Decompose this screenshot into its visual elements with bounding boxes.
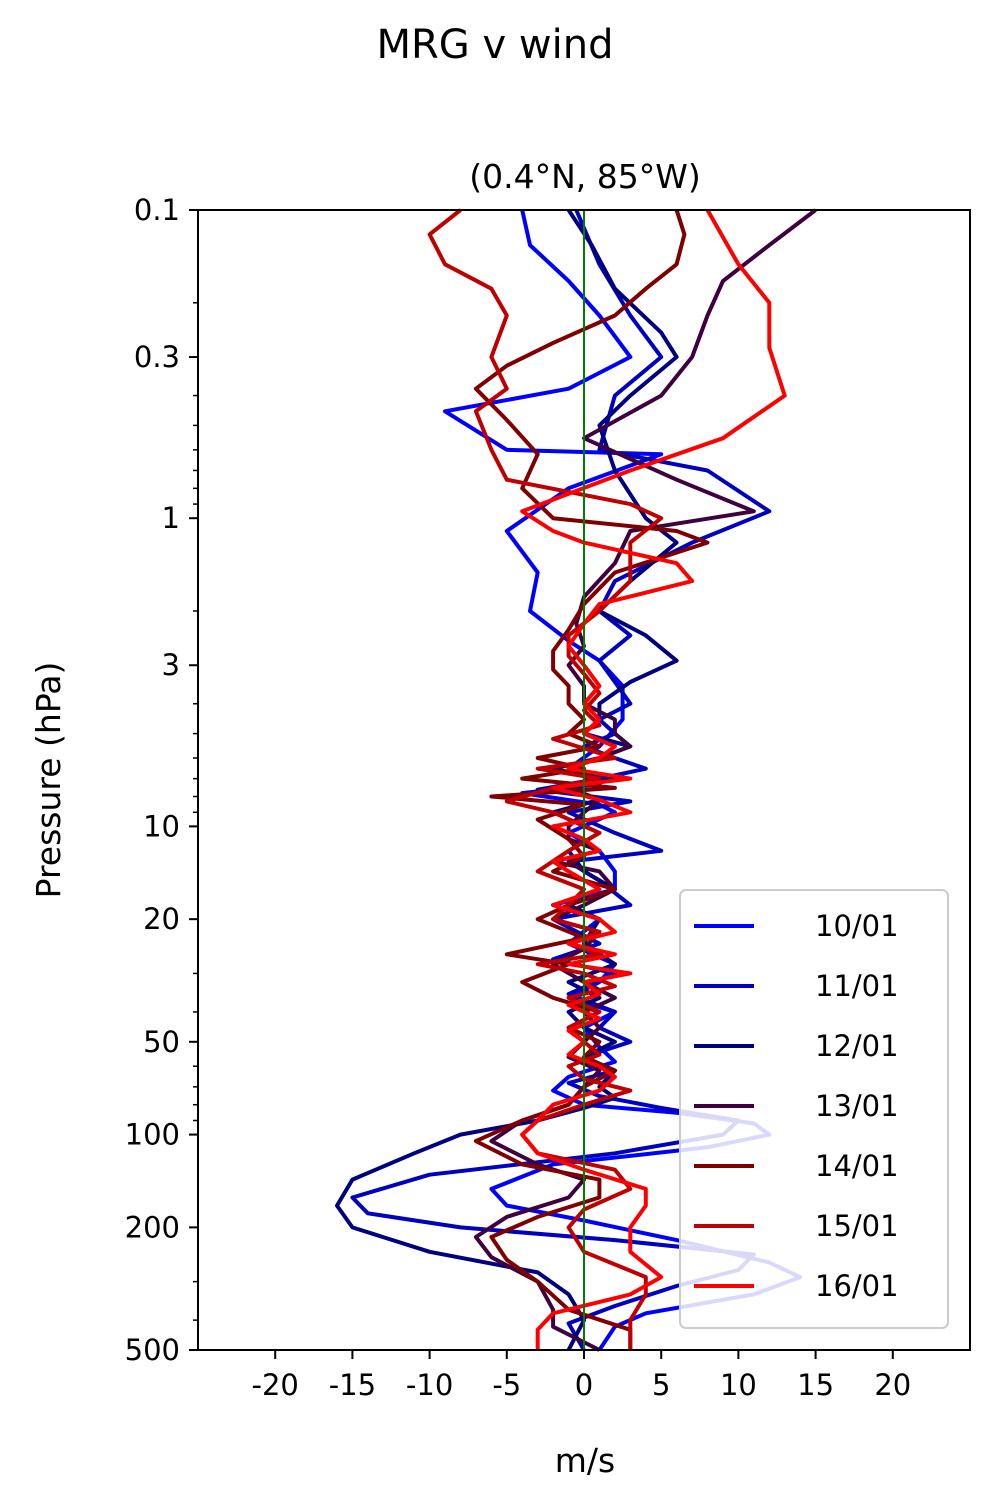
figure-title: MRG v wind — [376, 22, 614, 68]
x-tick-label: -10 — [406, 1368, 453, 1402]
plot-title: (0.4°N, 85°W) — [469, 157, 701, 196]
x-tick-label: 20 — [874, 1368, 911, 1402]
y-axis: 0.1 0.3 1 3 10 20 50 100 200 500 — [125, 193, 198, 1367]
legend-label: 14/01 — [815, 1149, 899, 1183]
y-tick-label: 3 — [162, 648, 180, 682]
y-tick-label: 0.1 — [134, 193, 180, 227]
y-tick-label: 20 — [143, 902, 180, 936]
y-tick-label: 1 — [162, 501, 180, 535]
y-tick-label: 200 — [125, 1210, 180, 1244]
legend-label: 16/01 — [815, 1269, 899, 1303]
y-tick-label: 500 — [125, 1333, 180, 1367]
legend-box — [679, 889, 949, 1329]
series-layer — [335, 208, 817, 1352]
y-axis-label: Pressure (hPa) — [29, 662, 68, 899]
y-tick-label: 100 — [125, 1118, 180, 1152]
y-tick-label: 50 — [143, 1025, 180, 1059]
y-tick-label: 10 — [143, 809, 180, 843]
x-tick-label: 5 — [652, 1368, 670, 1402]
x-tick-label: -20 — [252, 1368, 299, 1402]
legend-label: 10/01 — [815, 909, 899, 943]
x-tick-label: 15 — [797, 1368, 834, 1402]
legend-label: 15/01 — [815, 1209, 899, 1243]
x-tick-label: 0 — [575, 1368, 593, 1402]
x-axis: -20 -15 -10 -5 0 5 10 15 20 — [252, 1350, 911, 1402]
x-tick-label: -15 — [329, 1368, 376, 1402]
x-tick-label: -5 — [492, 1368, 521, 1402]
legend-label: 11/01 — [815, 969, 899, 1003]
legend-label: 13/01 — [815, 1089, 899, 1123]
series-line-14-01 — [473, 209, 710, 1350]
x-tick-label: 10 — [720, 1368, 757, 1402]
legend: 10/01 11/01 12/01 13/01 14/01 15/01 16/01 — [679, 889, 949, 1329]
series-line-11-01 — [350, 209, 772, 1352]
legend-label: 12/01 — [815, 1029, 899, 1063]
y-tick-label: 0.3 — [134, 340, 180, 374]
x-axis-label: m/s — [555, 1441, 615, 1480]
